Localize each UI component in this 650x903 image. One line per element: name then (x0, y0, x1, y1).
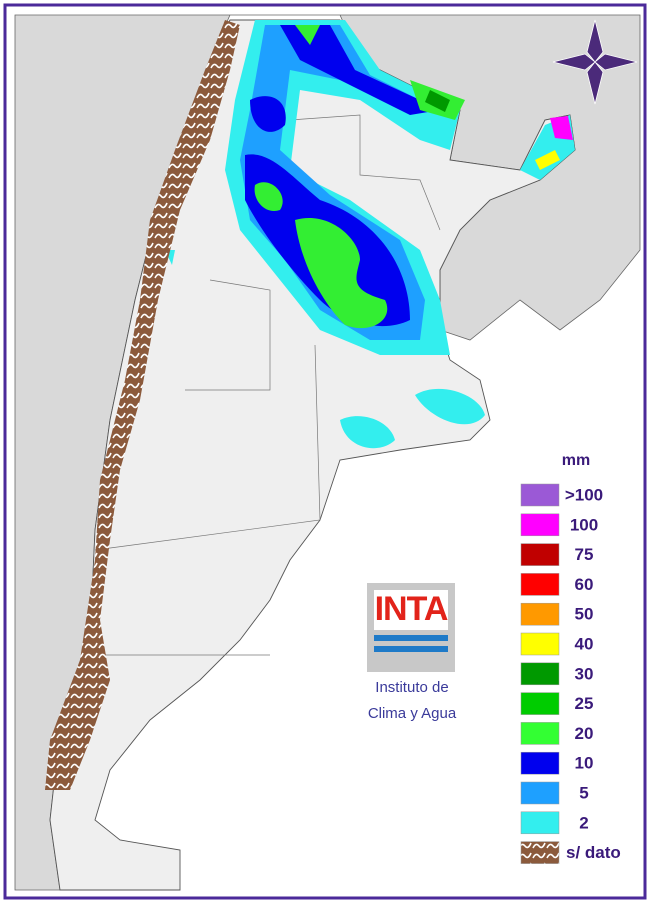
legend: >100 100 75 60 50 40 30 25 20 10 5 2 s/ dato (520, 483, 621, 864)
legend-label: 60 (575, 575, 594, 594)
precipitation-areas (165, 20, 575, 449)
frame-border (3, 3, 647, 900)
legend-label: 40 (575, 634, 594, 653)
legend-label: s/ dato (566, 843, 621, 862)
legend-swatch (520, 781, 560, 805)
legend-swatch (520, 573, 560, 596)
logo-text: INTA (375, 590, 448, 628)
legend-label: 50 (575, 605, 594, 624)
legend-label: >100 (565, 485, 603, 504)
legend-swatch (520, 751, 560, 775)
legend-swatch (520, 513, 560, 537)
legend-label: 100 (570, 515, 598, 534)
legend-label: 2 (579, 813, 588, 832)
legend-title: mm (562, 452, 590, 469)
compass-rose (552, 19, 638, 105)
legend-swatch (520, 841, 560, 864)
legend-swatch (520, 811, 560, 835)
legend-label: 20 (575, 724, 594, 743)
no-data-strip (45, 20, 240, 790)
legend-swatch (520, 602, 560, 626)
legend-swatch (520, 662, 560, 686)
logo-caption: Instituto de (375, 679, 448, 696)
province-borders (90, 114, 441, 656)
legend-swatch (520, 483, 560, 507)
legend-label: 25 (575, 694, 594, 713)
legend-swatch (520, 692, 560, 715)
logo-caption: Clima y Agua (368, 705, 457, 722)
inta-logo: INTA (367, 583, 455, 672)
legend-swatch (520, 632, 560, 656)
legend-label: 75 (575, 545, 594, 564)
legend-label: 30 (575, 664, 594, 683)
legend-label: 10 (575, 754, 594, 773)
legend-label: 5 (579, 783, 588, 802)
legend-swatch (520, 722, 560, 745)
legend-swatch (520, 543, 560, 566)
